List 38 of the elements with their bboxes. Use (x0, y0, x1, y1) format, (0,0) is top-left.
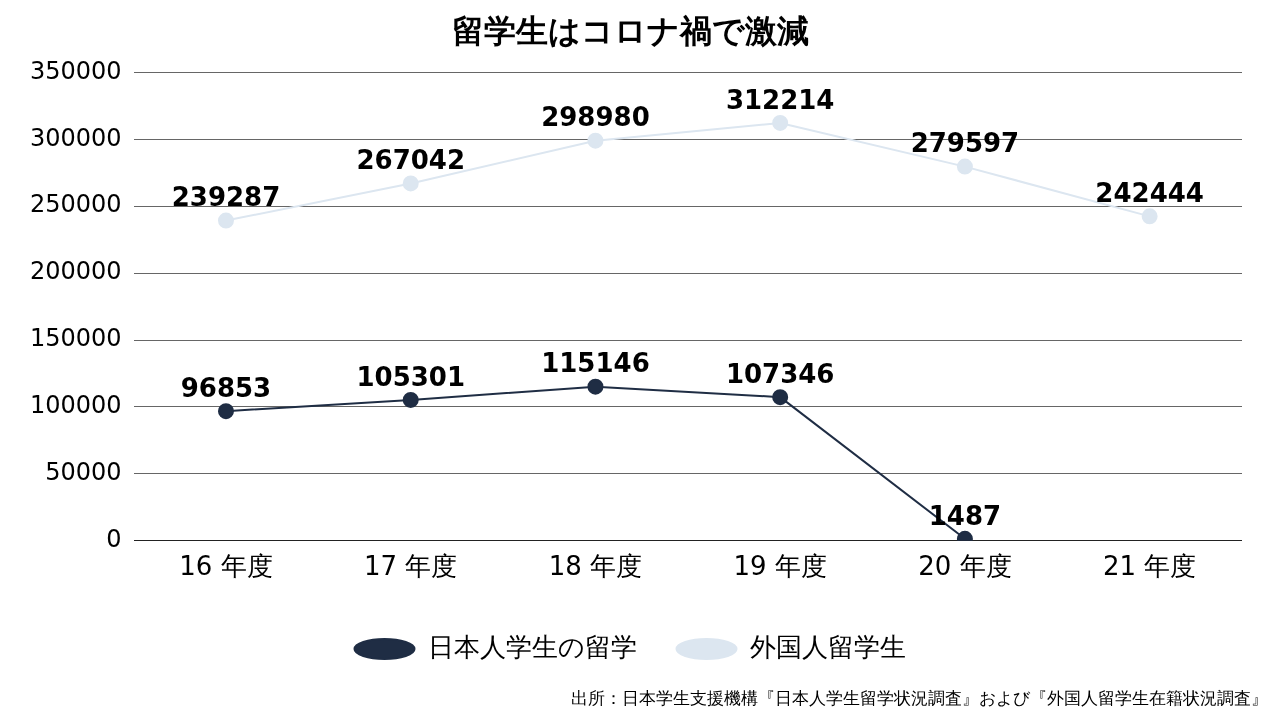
data-label: 105301 (356, 361, 465, 392)
legend-label: 日本人学生の留学 (427, 631, 637, 662)
data-label: 239287 (171, 182, 281, 213)
point (402, 175, 419, 192)
data-label: 312214 (725, 84, 835, 115)
y-tick-label: 0 (106, 525, 122, 554)
x-tick-label: 20 年度 (918, 551, 1012, 582)
legend-label: 外国人留学生 (749, 631, 906, 662)
data-label: 1487 (928, 500, 1002, 531)
x-tick-label: 16 年度 (179, 551, 273, 582)
data-label: 267042 (356, 145, 465, 176)
point (772, 114, 789, 131)
data-label: 242444 (1095, 178, 1204, 209)
y-tick-label: 150000 (29, 324, 122, 353)
x-tick-label: 17 年度 (364, 551, 458, 582)
point (217, 212, 234, 229)
y-tick-label: 250000 (29, 190, 122, 219)
point (587, 378, 604, 395)
point (1141, 208, 1158, 225)
y-tick-label: 200000 (29, 257, 122, 286)
y-tick-label: 350000 (29, 56, 122, 85)
point (217, 403, 234, 420)
data-label: 96853 (180, 372, 272, 403)
data-label: 115146 (541, 348, 650, 379)
chart-title: 留学生はコロナ禍で激減 (451, 11, 809, 50)
point (402, 391, 419, 408)
y-tick-label: 100000 (29, 391, 122, 420)
x-tick-label: 21 年度 (1102, 551, 1197, 582)
x-tick-label: 19 年度 (733, 551, 827, 582)
data-label: 298980 (541, 102, 650, 133)
point (587, 132, 604, 149)
y-tick-label: 50000 (45, 458, 122, 487)
y-tick-label: 300000 (29, 123, 122, 152)
x-tick-label: 18 年度 (548, 551, 643, 582)
text: 出所：日本学生支援機構『日本人学生留学状況調査』および『外国人留学生在籍状況調査』 (571, 687, 1268, 708)
point (956, 158, 973, 175)
point (772, 389, 789, 406)
data-label: 107346 (725, 358, 835, 389)
